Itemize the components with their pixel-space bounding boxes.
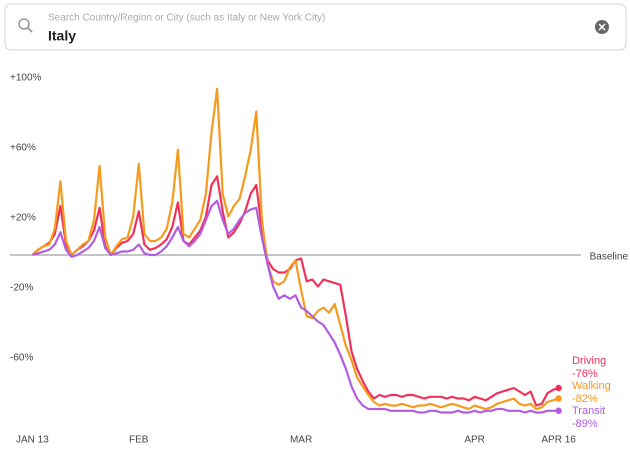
baseline-label: Baseline	[590, 252, 629, 263]
x-tick-label: APR 16	[541, 435, 576, 446]
legend-value: -76%	[572, 368, 598, 380]
x-tick-label: APR	[464, 435, 485, 446]
x-tick-label: FEB	[129, 435, 149, 446]
y-tick-label: -60%	[10, 353, 33, 364]
x-tick-label: MAR	[290, 435, 312, 446]
clear-icon	[598, 23, 606, 31]
search-icon	[18, 18, 30, 30]
legend-name: Driving	[572, 355, 606, 367]
series-line	[31, 175, 559, 407]
search-box[interactable]	[4, 3, 627, 51]
y-tick-label: +100%	[10, 73, 42, 84]
end-point	[555, 384, 562, 392]
x-tick-label: JAN 13	[16, 435, 49, 446]
end-point	[555, 407, 562, 414]
legend-value: -82%	[572, 393, 598, 405]
end-point	[555, 395, 562, 402]
legend-name: Transit	[572, 405, 605, 417]
search-value[interactable]: Italy	[48, 28, 76, 44]
search-icon-handle	[27, 27, 33, 33]
y-tick-label: -20%	[10, 283, 33, 294]
legend-value: -89%	[572, 418, 598, 430]
legend-name: Walking	[572, 380, 611, 392]
search-placeholder: Search Country/Region or City (such as I…	[48, 13, 325, 24]
y-tick-label: +20%	[10, 213, 36, 224]
y-tick-label: +60%	[10, 143, 36, 154]
series-line	[32, 199, 559, 414]
series-line	[31, 87, 559, 411]
